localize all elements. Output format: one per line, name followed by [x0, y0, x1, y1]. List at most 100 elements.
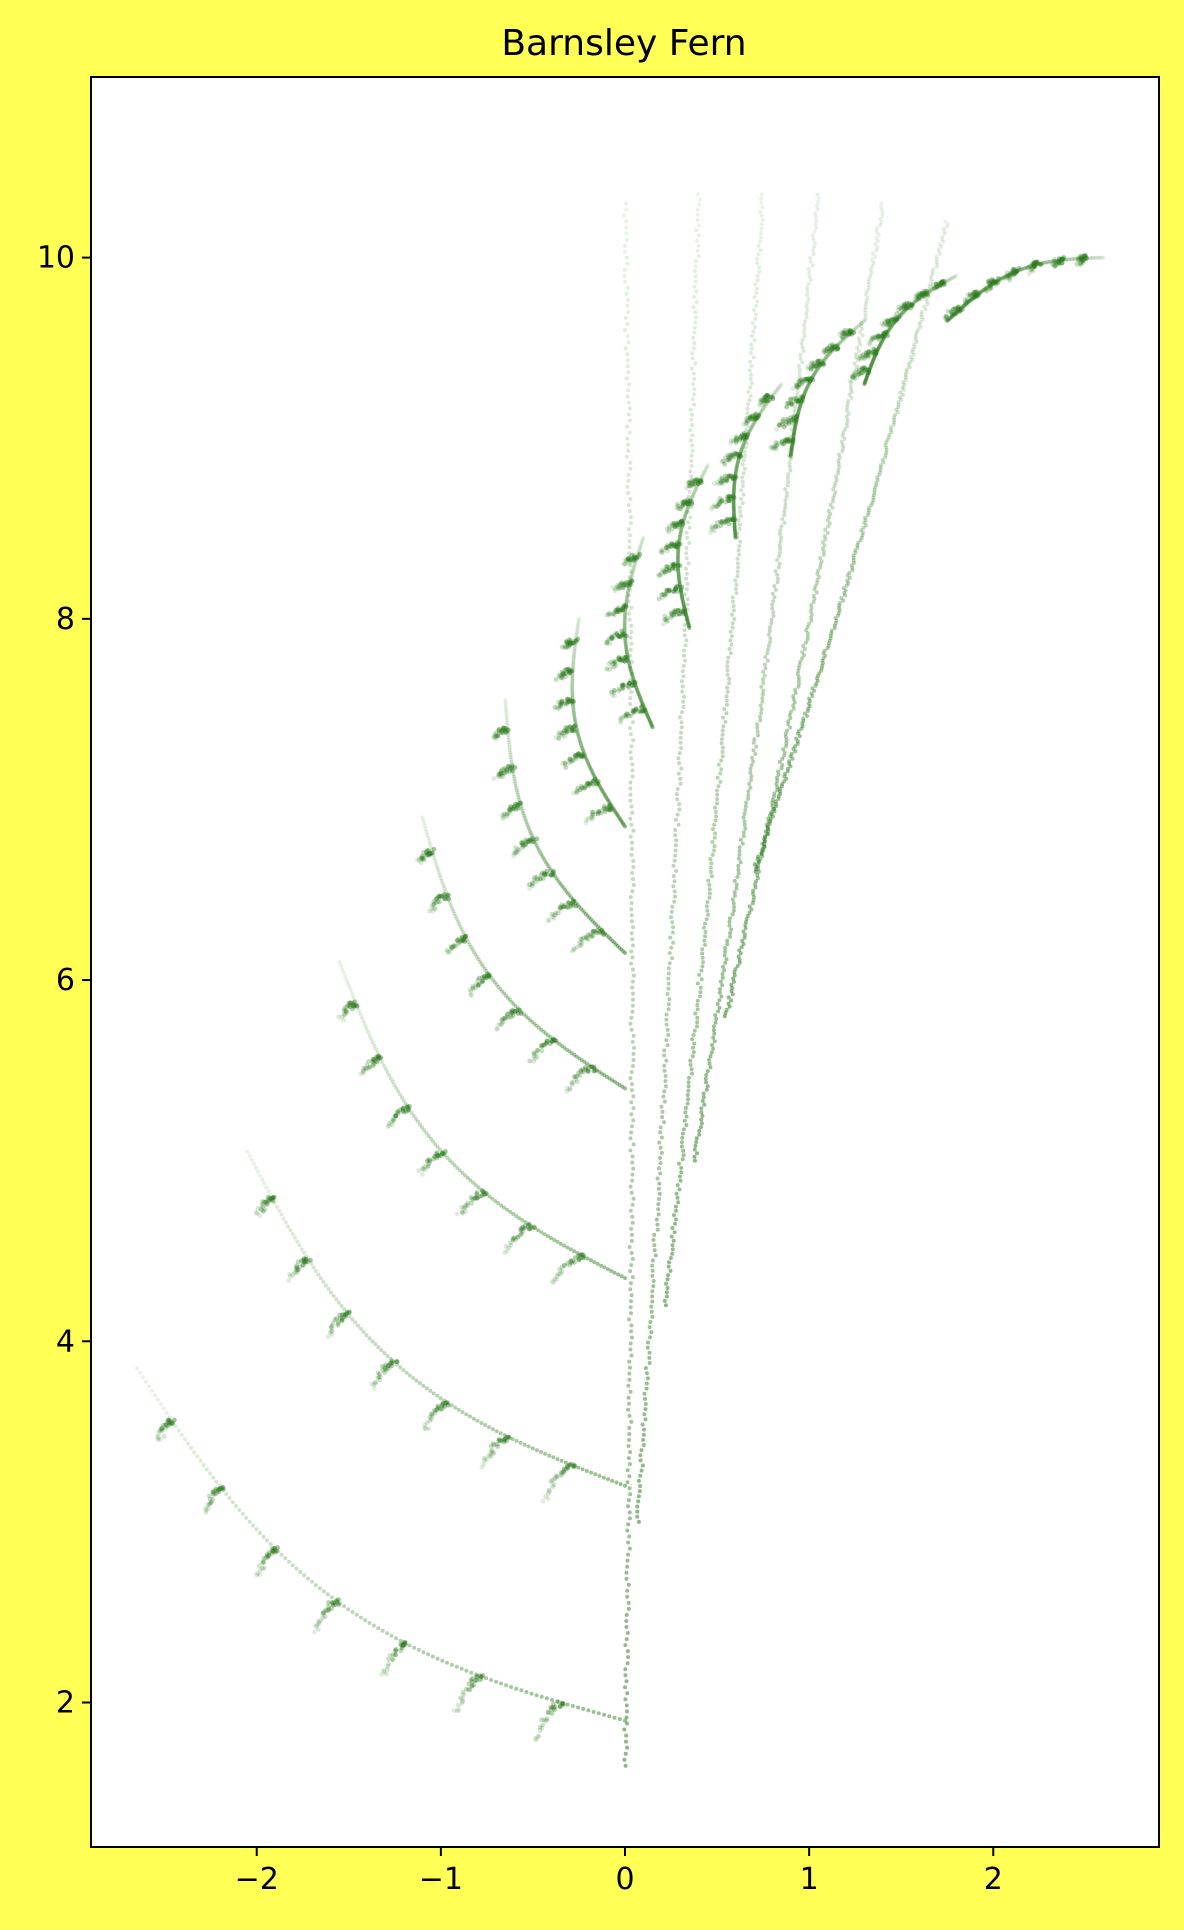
fern-point [316, 1618, 321, 1624]
fern-point [739, 488, 744, 493]
fern-point [688, 407, 693, 412]
fern-point [777, 554, 782, 559]
fern-point [572, 714, 577, 719]
fern-point [644, 711, 649, 716]
fern-point [629, 1015, 634, 1020]
fern-point [198, 1458, 203, 1463]
fern-point [707, 1057, 712, 1062]
fern-point [563, 904, 569, 910]
fern-point [562, 760, 568, 766]
fern-point [664, 545, 669, 551]
fern-point [758, 209, 763, 214]
fern-point [590, 929, 596, 935]
fern-point [780, 419, 785, 425]
fern-point [540, 1498, 546, 1504]
fern-point [570, 676, 575, 681]
fern-point [295, 1259, 301, 1265]
fern-point [575, 902, 580, 907]
fern-point [514, 786, 519, 791]
fern-point [729, 982, 734, 987]
fern-point [725, 474, 731, 480]
fern-point [619, 658, 625, 664]
fern-point [346, 1310, 351, 1316]
fern-point [679, 1144, 684, 1149]
fern-point [731, 504, 736, 509]
fern-point [589, 767, 594, 772]
fern-point [524, 820, 529, 825]
fern-point [344, 1010, 349, 1016]
fern-point [550, 1484, 556, 1490]
fern-point [580, 753, 586, 759]
fern-point [629, 1238, 634, 1243]
fern-point [815, 192, 820, 197]
fern-point [630, 985, 635, 990]
fern-point [628, 1208, 633, 1213]
fern-point [601, 929, 606, 934]
fern-point [782, 774, 787, 779]
fern-point [725, 496, 731, 502]
fern-point [603, 794, 608, 798]
fern-point [628, 497, 633, 501]
fern-point [513, 849, 518, 855]
fern-point [790, 436, 796, 442]
fern-point [515, 1010, 521, 1016]
fern-point [486, 1453, 492, 1458]
fern-point [723, 455, 728, 461]
fern-point [669, 521, 675, 527]
fern-point [566, 669, 571, 675]
fern-point [529, 1691, 534, 1696]
fern-point [549, 1279, 555, 1284]
fern-point [792, 431, 797, 436]
fern-point [428, 1416, 434, 1422]
fern-point [874, 235, 879, 240]
fern-point [631, 553, 637, 559]
fern-point [544, 860, 548, 865]
fern-point [633, 684, 638, 689]
fern-point [622, 273, 627, 278]
fern-point [163, 1422, 169, 1428]
fern-point [732, 970, 737, 975]
fern-point [681, 663, 686, 668]
fern-point [742, 466, 747, 471]
fern-point [681, 600, 686, 605]
fern-point [507, 807, 513, 813]
fern-point [169, 1421, 175, 1427]
fern-point [726, 1001, 731, 1006]
fern-point [698, 1125, 703, 1130]
fern-point [730, 621, 735, 626]
fern-point [625, 651, 629, 656]
fern-point [767, 398, 772, 403]
fern-point [679, 1170, 684, 1175]
fern-point [684, 1123, 689, 1127]
fern-point [358, 1615, 363, 1620]
fern-point [743, 808, 748, 812]
fern-point [431, 1156, 436, 1162]
fern-point [494, 1027, 500, 1032]
fern-point [733, 435, 739, 441]
fern-point [532, 1055, 538, 1061]
fern-point [624, 649, 629, 654]
fern-point [693, 274, 698, 279]
fern-point [421, 818, 426, 823]
fern-point [494, 1679, 499, 1684]
fern-point [331, 1600, 337, 1605]
fern-point [716, 501, 722, 507]
fern-point [779, 766, 784, 771]
fern-point [309, 1579, 314, 1584]
fern-point [508, 804, 514, 809]
fern-point [694, 228, 699, 233]
plot-area [91, 77, 1159, 1847]
fern-point [618, 582, 624, 588]
fern-point [394, 1086, 399, 1091]
fern-point [679, 725, 684, 730]
fern-point [827, 638, 832, 643]
fern-point [788, 415, 794, 421]
fern-point [755, 722, 760, 727]
fern-point [294, 1268, 300, 1273]
fern-point [791, 433, 796, 438]
fern-point [711, 1046, 716, 1051]
fern-point [538, 876, 543, 882]
fern-point [780, 517, 785, 521]
fern-point [627, 1474, 632, 1479]
fern-point [539, 852, 544, 857]
